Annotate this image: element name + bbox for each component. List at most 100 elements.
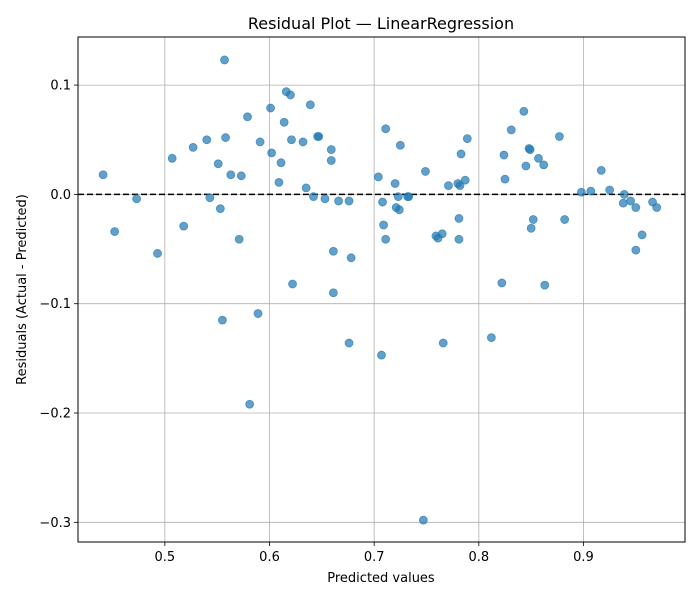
scatter-point — [618, 198, 628, 208]
scatter-point — [179, 221, 189, 231]
scatter-point — [202, 135, 212, 145]
scatter-point — [381, 234, 391, 244]
y-axis-label: Residuals (Actual - Predicted) — [15, 194, 30, 385]
scatter-point — [188, 143, 198, 152]
scatter-point — [437, 229, 447, 239]
scatter-point — [344, 196, 354, 206]
scatter-point — [586, 186, 596, 196]
scatter-point — [287, 135, 296, 145]
scatter-point — [220, 55, 229, 65]
scatter-point — [213, 159, 223, 169]
scatter-point — [346, 253, 356, 263]
scatter-point — [205, 193, 215, 203]
scatter-point — [167, 153, 177, 163]
scatter-point — [314, 132, 324, 141]
scatter-point — [274, 177, 284, 187]
scatter-point — [395, 140, 405, 150]
data-points — [98, 55, 662, 525]
scatter-point — [288, 279, 297, 289]
scatter-point — [98, 170, 108, 180]
scatter-point — [539, 160, 549, 170]
chart-title: Residual Plot — LinearRegression — [248, 14, 514, 33]
scatter-point — [525, 145, 535, 154]
scatter-point — [328, 288, 338, 298]
scatter-point — [652, 203, 662, 212]
y-axis-ticks: −0.3 −0.2 −0.1 0.0 0.1 — [39, 79, 78, 531]
scatter-point — [243, 112, 252, 122]
scatter-point — [631, 203, 641, 212]
scatter-point — [460, 175, 470, 185]
scatter-point — [373, 172, 383, 182]
scatter-point — [255, 137, 265, 147]
scatter-point — [486, 333, 496, 342]
scatter-point — [444, 181, 453, 191]
scatter-point — [286, 90, 295, 100]
scatter-point — [534, 153, 543, 163]
scatter-point — [328, 246, 338, 256]
x-tick-label: 0.5 — [155, 550, 176, 565]
scatter-point — [418, 515, 428, 525]
scatter-point — [455, 181, 465, 191]
scatter-point — [245, 399, 255, 409]
scatter-point — [560, 215, 570, 224]
scatter-point — [528, 215, 538, 224]
x-axis-ticks: 0.5 0.6 0.7 0.8 0.9 — [155, 542, 594, 565]
scatter-point — [132, 194, 142, 204]
scatter-point — [334, 196, 343, 206]
y-tick-label: −0.1 — [39, 297, 71, 312]
grid-lines — [78, 37, 685, 542]
scatter-point — [381, 124, 391, 134]
scatter-point — [637, 230, 647, 240]
scatter-point — [221, 133, 230, 142]
y-tick-label: 0.1 — [50, 79, 71, 94]
x-tick-label: 0.6 — [259, 550, 280, 565]
scatter-point — [393, 192, 403, 201]
scatter-point — [454, 214, 464, 223]
scatter-point — [320, 194, 330, 204]
scatter-point — [226, 170, 236, 180]
scatter-point — [305, 100, 315, 110]
scatter-point — [497, 278, 507, 288]
scatter-point — [454, 234, 464, 244]
scatter-point — [267, 148, 277, 158]
y-tick-label: −0.2 — [39, 407, 71, 422]
scatter-point — [266, 103, 275, 113]
scatter-point — [404, 192, 414, 201]
scatter-point — [326, 156, 336, 165]
scatter-point — [344, 338, 354, 348]
y-tick-label: −0.3 — [39, 516, 71, 531]
scatter-point — [379, 220, 388, 230]
scatter-point — [521, 161, 531, 171]
x-tick-label: 0.7 — [364, 550, 385, 565]
scatter-point — [279, 117, 289, 127]
x-axis-label: Predicted values — [327, 571, 435, 586]
scatter-point — [218, 315, 227, 325]
scatter-point — [540, 280, 550, 290]
scatter-point — [298, 137, 308, 147]
scatter-point — [499, 150, 509, 160]
scatter-point — [605, 185, 615, 195]
scatter-point — [326, 145, 336, 154]
scatter-point — [394, 205, 404, 215]
scatter-point — [506, 125, 516, 135]
scatter-point — [438, 338, 448, 348]
scatter-point — [596, 165, 606, 175]
scatter-point — [234, 234, 244, 244]
scatter-point — [377, 350, 386, 360]
scatter-point — [619, 190, 629, 199]
y-tick-label: 0.0 — [50, 188, 71, 203]
x-tick-label: 0.8 — [468, 550, 489, 565]
scatter-point — [456, 149, 466, 159]
scatter-point — [631, 245, 641, 255]
scatter-point — [378, 197, 387, 207]
x-tick-label: 0.9 — [573, 550, 594, 565]
scatter-point — [500, 174, 510, 184]
scatter-point — [555, 132, 564, 141]
scatter-point — [526, 223, 536, 233]
scatter-point — [421, 167, 430, 176]
scatter-point — [153, 249, 162, 258]
scatter-point — [110, 227, 120, 236]
scatter-point — [390, 179, 400, 188]
